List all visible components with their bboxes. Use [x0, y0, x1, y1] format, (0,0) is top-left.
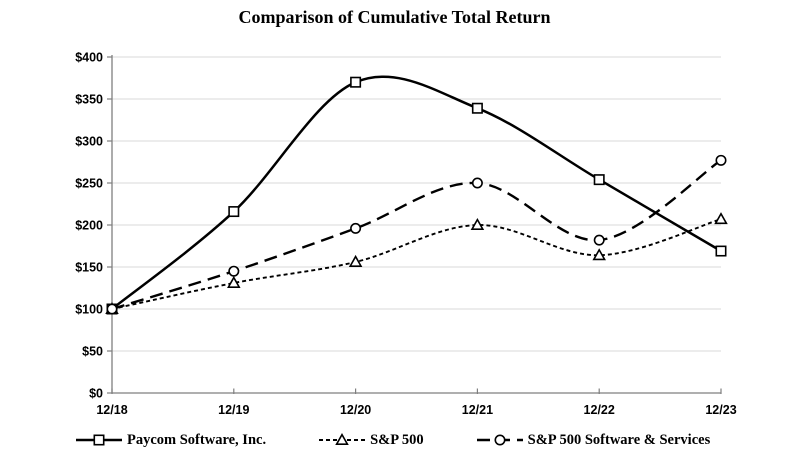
- s-p-500-software-services-marker-12-18: [106, 303, 118, 315]
- y-tick-label-100: $100: [75, 303, 103, 317]
- s-p-500-marker-12-20: [348, 254, 363, 267]
- sp-500-line-swatch: [319, 432, 366, 445]
- paycom-software-inc-marker-12-20: [350, 76, 362, 88]
- y-tick-label-350: $350: [75, 93, 103, 107]
- paycom-software-inc-line-swatch: [76, 434, 122, 446]
- s-p-500-software-services-marker-12-20: [350, 222, 362, 234]
- s-p-500-line: [111, 218, 722, 310]
- legend-item-sp-500-software-services: S&P 500 Software & Services: [476, 431, 711, 449]
- y-tick-label-250: $250: [75, 177, 103, 191]
- s-p-500-software-services-marker-12-22: [593, 234, 605, 246]
- chart-title: Comparison of Cumulative Total Return: [238, 7, 551, 27]
- y-tick-label-400: $400: [75, 51, 103, 65]
- paycom-software-inc-line: [111, 75, 722, 310]
- x-tick-label-12-22: 12/22: [584, 403, 615, 417]
- s-p-500-software-services-line: [111, 159, 722, 311]
- y-tick-label-150: $150: [75, 261, 103, 275]
- legend-item-sp-500: S&P 500: [319, 432, 424, 449]
- x-tick-label-12-18: 12/18: [96, 403, 127, 417]
- sp-500-software-services-line-swatch: [476, 434, 523, 446]
- paycom-software-inc-marker-12-19: [228, 206, 240, 218]
- y-tick-label-200: $200: [75, 219, 103, 233]
- x-tick-label-12-19: 12/19: [218, 403, 249, 417]
- y-tick-label-300: $300: [75, 135, 103, 149]
- s-p-500-marker-12-22: [592, 248, 606, 261]
- s-p-500-marker-12-21: [470, 217, 485, 230]
- s-p-500-software-services-marker-12-23: [715, 154, 727, 166]
- s-p-500-software-services-swatch-marker: [494, 434, 506, 446]
- paycom-software-inc-marker-12-22: [593, 174, 605, 186]
- s-p-500-marker-12-19: [227, 275, 241, 288]
- x-tick-label-12-21: 12/21: [462, 403, 493, 417]
- paycom-software-inc-marker-12-21: [471, 102, 483, 114]
- s-p-500-marker-12-23: [714, 212, 728, 225]
- legend-label-paycom-software-inc: Paycom Software, Inc.: [127, 431, 267, 448]
- paycom-software-inc-marker-12-23: [715, 245, 727, 257]
- legend-item-paycom-software-inc: Paycom Software, Inc.: [76, 432, 266, 449]
- legend-label-sp-500: S&P 500: [370, 431, 424, 448]
- chart-canvas: $0 $50 $100 $150 $200 $250 $300 $350 $400 12/18 12…: [75, 51, 737, 418]
- s-p-500-software-services-marker-12-19: [228, 265, 240, 277]
- y-tick-label-0: $0: [89, 387, 103, 401]
- s-p-500-software-services-marker-12-21: [471, 177, 483, 189]
- y-tick-label-50: $50: [82, 345, 103, 359]
- chart-legend: Paycom Software, Inc. S&P 500 S&P 500 So…: [0, 429, 789, 451]
- paycom-software-inc-swatch-marker: [93, 434, 105, 446]
- legend-label-sp-500-software-services: S&P 500 Software & Services: [527, 431, 711, 448]
- s-p-500-swatch-marker: [335, 432, 349, 445]
- x-tick-label-12-20: 12/20: [340, 403, 371, 417]
- x-tick-label-12-23: 12/23: [705, 403, 736, 417]
